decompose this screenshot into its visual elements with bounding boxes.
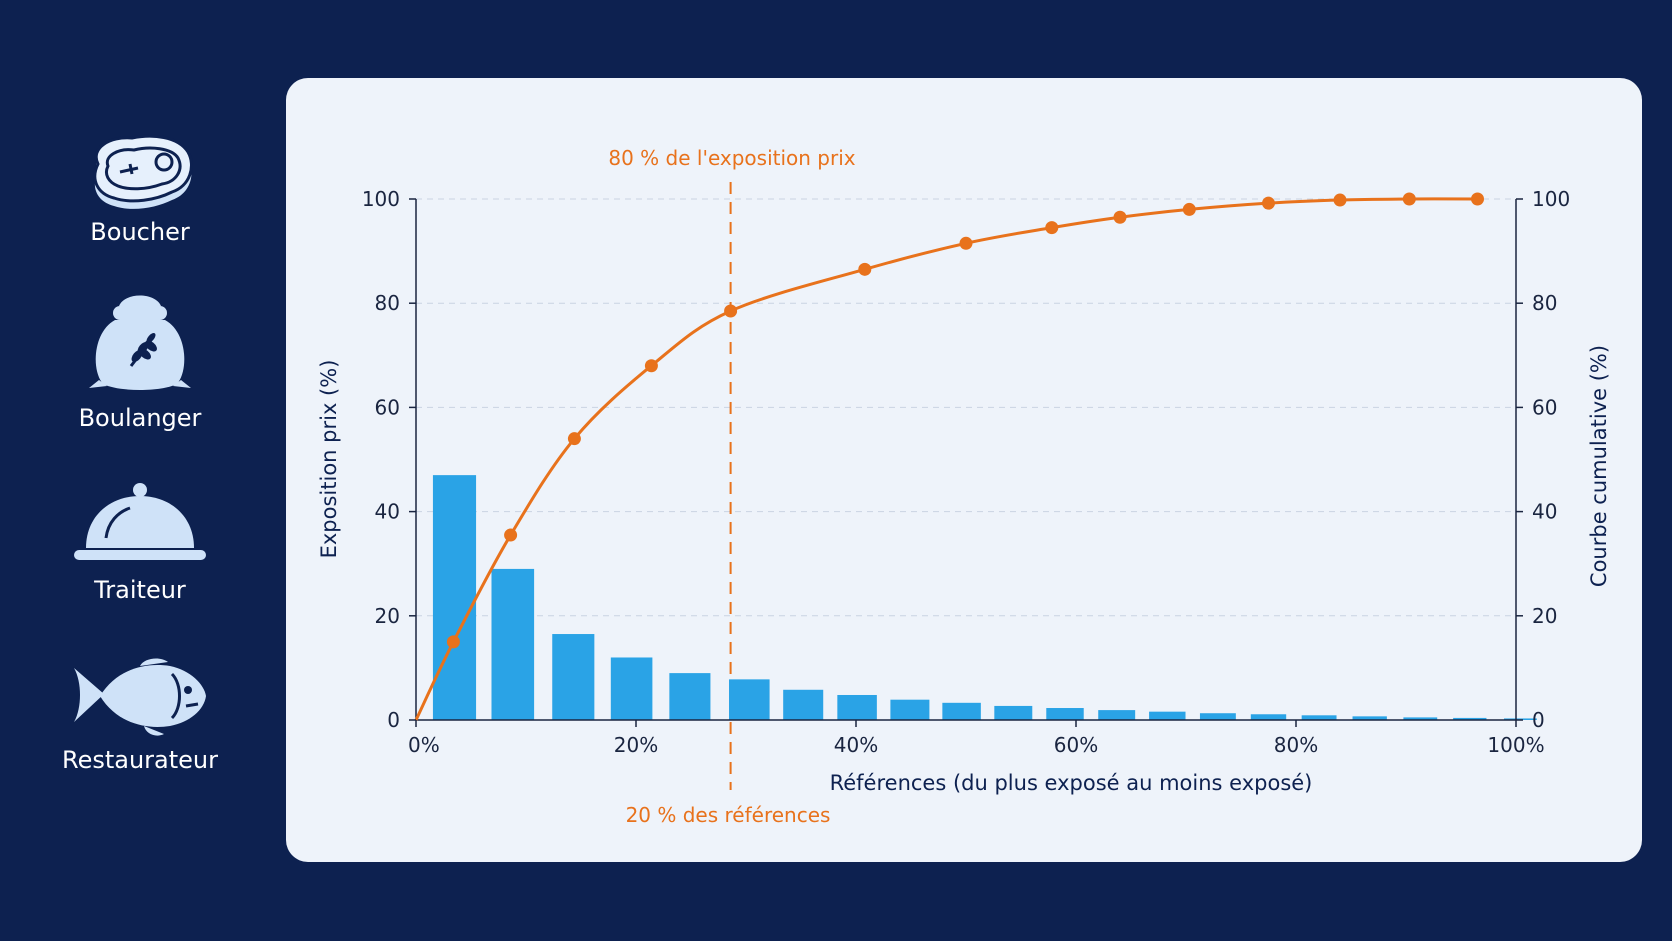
x-axis-title: Références (du plus exposé au moins expo…	[830, 771, 1313, 795]
cumulative-point	[724, 304, 738, 318]
sidebar-item-restaurateur[interactable]: Restaurateur	[0, 656, 280, 774]
bar	[1250, 714, 1287, 720]
cumulative-point	[1262, 196, 1275, 210]
y-tick-label: 100	[362, 187, 400, 211]
cumulative-line	[414, 197, 1478, 721]
sidebar-item-label: Boulanger	[78, 404, 202, 432]
chart-card: 0 20 40 60 80 100 0 20 40 60 80 100 0% 20% 40% 60% 80% 10…	[286, 78, 1642, 862]
cumulative-point	[1182, 202, 1196, 216]
bar	[432, 475, 477, 720]
bar	[994, 705, 1033, 720]
bar	[890, 699, 930, 720]
bar	[669, 673, 711, 720]
sidebar-item-label: Boucher	[90, 218, 190, 246]
cloche-icon	[74, 483, 206, 560]
x-tick-label: 40%	[834, 733, 878, 757]
bar	[1403, 717, 1438, 720]
cumulative-point	[959, 236, 973, 250]
bar	[1301, 715, 1337, 720]
bar	[491, 568, 535, 720]
cumulative-point	[504, 528, 518, 542]
flour-sack-icon	[89, 295, 191, 390]
y2-tick-label: 80	[1532, 291, 1557, 315]
bar	[1453, 717, 1487, 720]
y-tick-label: 20	[375, 604, 400, 628]
annotation-bottom: 20 % des références	[626, 803, 831, 827]
y-tick-label: 40	[375, 500, 400, 524]
sidebar-item-boucher[interactable]: Boucher	[0, 128, 280, 246]
cumulative-point	[858, 262, 872, 276]
bar	[552, 634, 595, 720]
y2-tick-label: 60	[1532, 395, 1557, 419]
sidebar-item-traiteur[interactable]: Traiteur	[0, 480, 280, 604]
cumulative-point	[1045, 221, 1059, 235]
bar	[1046, 708, 1084, 720]
y-axis-title: Exposition prix (%)	[317, 360, 341, 559]
cumulative-point	[1113, 210, 1127, 224]
x-tick-label: 0%	[408, 733, 440, 757]
bar	[942, 702, 981, 720]
sidebar-item-label: Traiteur	[94, 576, 186, 604]
axes	[415, 199, 1517, 721]
bar-series	[432, 475, 1537, 720]
x-tick-label: 20%	[614, 733, 658, 757]
y-tick-label: 60	[375, 395, 400, 419]
pareto-chart: 0 20 40 60 80 100 0 20 40 60 80 100 0% 20% 40% 60% 80% 10…	[317, 146, 1611, 827]
cumulative-point	[1402, 192, 1416, 206]
annotation-top: 80 % de l'exposition prix	[608, 146, 855, 170]
fish-icon	[74, 658, 206, 736]
grid	[416, 198, 1516, 617]
bar	[1098, 710, 1136, 720]
bar	[729, 679, 770, 720]
bar	[1199, 713, 1236, 720]
ticks: 0 20 40 60 80 100 0 20 40 60 80 100 0% 20% 40% 60% 80% 10…	[362, 187, 1570, 757]
y2-tick-label: 20	[1532, 604, 1557, 628]
y2-tick-label: 40	[1532, 500, 1557, 524]
y2-tick-label: 100	[1532, 187, 1570, 211]
cumulative-point	[567, 432, 581, 446]
category-sidebar: Boucher Boulanger Traiteur	[0, 0, 280, 941]
bar	[610, 657, 653, 720]
cumulative-point	[644, 359, 658, 373]
cumulative-point	[1471, 192, 1484, 206]
steak-icon	[93, 134, 193, 209]
cumulative-series	[414, 192, 1484, 721]
x-tick-label: 100%	[1487, 733, 1544, 757]
y-tick-label: 80	[375, 291, 400, 315]
x-tick-label: 80%	[1274, 733, 1318, 757]
bar	[783, 689, 824, 720]
x-tick-label: 60%	[1054, 733, 1098, 757]
cumulative-point	[1333, 193, 1347, 207]
y-tick-label: 0	[387, 708, 400, 732]
sidebar-item-boulanger[interactable]: Boulanger	[0, 288, 280, 432]
bar	[1352, 716, 1387, 720]
y2-tick-label: 0	[1532, 708, 1545, 732]
bar	[837, 694, 877, 720]
y2-axis-title: Courbe cumulative (%)	[1587, 345, 1611, 587]
bar	[1149, 711, 1186, 720]
cumulative-point	[446, 635, 460, 649]
bar	[1504, 718, 1537, 720]
sidebar-item-label: Restaurateur	[61, 746, 219, 774]
